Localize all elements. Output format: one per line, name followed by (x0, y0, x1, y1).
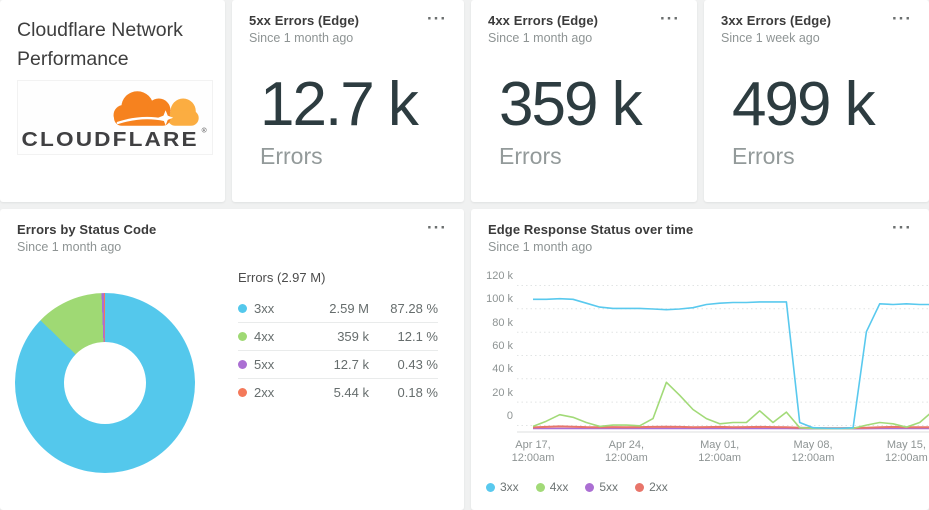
card-menu-button[interactable]: ··· (888, 10, 916, 28)
ellipsis-icon: ··· (660, 9, 680, 28)
legend-value: 2.59 M (329, 300, 369, 316)
card-subtitle: Since 1 month ago (488, 31, 593, 45)
dashboard-title: Cloudflare Network Performance (17, 19, 183, 70)
legend-percent: 12.1 % (397, 329, 438, 344)
legend-dot (238, 388, 247, 397)
series-line-4xx (532, 381, 929, 430)
legend-row-5xx[interactable]: 5xx 12.7 k 0.43 % (238, 350, 438, 378)
legend-label: 2xx (254, 385, 275, 400)
legend-dot (238, 360, 247, 369)
legend-percent: 87.28 % (390, 300, 438, 316)
x-axis-labels: Apr 17, 12:00am Apr 24, 12:00am May 01, 12… (471, 439, 929, 467)
x-tick-label: Apr 24, 12:00am (604, 439, 648, 464)
legend-value: 5.44 k (333, 385, 369, 400)
legend-dot (535, 482, 545, 492)
legend-label: 5xx (599, 480, 619, 494)
legend-dot (238, 332, 247, 341)
card-subtitle: Since 1 month ago (17, 240, 122, 254)
series-line-2xx (532, 425, 929, 430)
timeseries-legend-item-4xx[interactable]: 4xx (535, 480, 569, 494)
ellipsis-icon: ··· (427, 218, 447, 237)
card-subtitle: Since 1 month ago (249, 31, 354, 45)
x-tick-label: May 01, 12:00am (698, 439, 742, 464)
stat-unit: Errors (732, 143, 795, 169)
legend-dot (585, 482, 595, 492)
stat-card-4xx: 4xx Errors (Edge) Since 1 month ago ··· … (471, 0, 697, 202)
y-tick-label: 20 k (492, 386, 513, 399)
cloudflare-wordmark: CLOUDFLARE (22, 128, 199, 151)
stat-value: 499 k (732, 70, 876, 139)
edge-response-status-card: Edge Response Status over time Since 1 m… (471, 209, 929, 510)
ellipsis-icon: ··· (427, 9, 447, 28)
legend-header: Errors (2.97 M) (238, 270, 326, 285)
timeseries-legend: 3xx 4xx 5xx 2xx (486, 480, 668, 494)
legend-value: 12.7 k (333, 357, 369, 372)
legend-row-3xx[interactable]: 3xx 2.59 M 87.28 % (238, 294, 438, 322)
card-menu-button[interactable]: ··· (423, 10, 451, 28)
svg-text:®: ® (202, 127, 207, 135)
legend-row-2xx[interactable]: 2xx 5.44 k 0.18 % (238, 378, 438, 406)
card-title: Edge Response Status over time (488, 222, 694, 237)
stat-value: 359 k (499, 70, 643, 139)
y-tick-label: 40 k (492, 363, 513, 376)
cloudflare-cloud-icon: CLOUDFLARE ® (22, 91, 207, 151)
legend-label: 2xx (649, 480, 668, 494)
dashboard-title-card: Cloudflare Network Performance CLOUDFLAR… (0, 0, 225, 202)
legend-dot (635, 482, 645, 492)
stat-card-3xx: 3xx Errors (Edge) Since 1 week ago ··· 4… (704, 0, 929, 202)
series-line-3xx (533, 297, 929, 430)
errors-by-status-card: Errors by Status Code Since 1 month ago … (0, 209, 464, 510)
legend-value: 359 k (337, 329, 369, 344)
legend-percent: 0.43 % (397, 357, 438, 372)
y-tick-label: 80 k (492, 316, 513, 329)
legend-row-4xx[interactable]: 4xx 359 k 12.1 % (238, 322, 438, 350)
legend-label: 3xx (500, 480, 519, 494)
legend-percent: 0.18 % (397, 385, 438, 400)
y-tick-label: 60 k (492, 339, 513, 352)
ellipsis-icon: ··· (892, 9, 912, 28)
card-menu-button[interactable]: ··· (888, 219, 916, 237)
card-subtitle: Since 1 month ago (488, 240, 593, 254)
legend-label: 4xx (549, 480, 569, 494)
card-menu-button[interactable]: ··· (656, 10, 684, 28)
legend-dot (238, 303, 247, 313)
timeseries-legend-item-2xx[interactable]: 2xx (635, 480, 668, 494)
card-title: 5xx Errors (Edge) (249, 13, 360, 28)
x-tick-label: Apr 17, 12:00am (511, 439, 555, 464)
x-tick-label: May 15, 12:00am (884, 439, 928, 464)
logo-sparkle-icon (158, 110, 174, 126)
card-menu-button[interactable]: ··· (423, 219, 451, 237)
x-tick-label: May 08, 12:00am (791, 439, 835, 464)
stat-value: 12.7 k (260, 70, 419, 139)
card-title: 3xx Errors (Edge) (721, 13, 832, 28)
legend-label: 4xx (254, 329, 275, 344)
timeseries-legend-item-3xx[interactable]: 3xx (486, 480, 519, 494)
donut-chart[interactable] (15, 293, 195, 473)
donut-legend-table: Errors (2.97 M) 3xx 2.59 M 87.28 % 4xx 3… (238, 270, 438, 406)
card-subtitle: Since 1 week ago (721, 31, 820, 45)
y-tick-label: 120 k (486, 270, 513, 282)
legend-label: 3xx (254, 300, 275, 316)
timeseries-legend-item-5xx[interactable]: 5xx (585, 480, 618, 494)
y-tick-label: 0 (506, 409, 513, 422)
y-tick-label: 100 k (486, 293, 513, 306)
card-title: Errors by Status Code (17, 222, 157, 237)
card-title: 4xx Errors (Edge) (488, 13, 599, 28)
ellipsis-icon: ··· (892, 218, 912, 237)
cloudflare-logo: CLOUDFLARE ® (17, 80, 213, 155)
stat-card-5xx: 5xx Errors (Edge) Since 1 month ago ··· … (232, 0, 464, 202)
logo-swoosh (116, 116, 166, 125)
legend-label: 5xx (254, 357, 275, 372)
timeseries-plot[interactable] (517, 269, 929, 437)
legend-dot (486, 482, 495, 492)
stat-unit: Errors (260, 143, 323, 169)
stat-unit: Errors (499, 143, 562, 169)
